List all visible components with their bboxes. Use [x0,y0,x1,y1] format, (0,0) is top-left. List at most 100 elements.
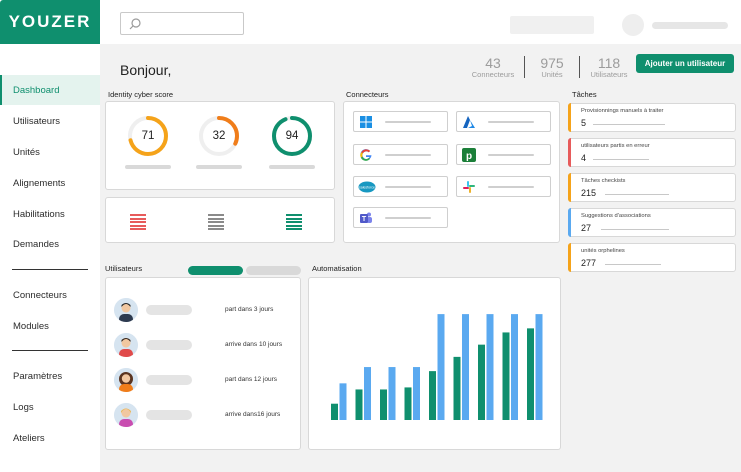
avatar [114,333,138,357]
stat-utilisateurs: 118 Utilisateurs [584,55,634,79]
task-count: 277 [581,258,597,268]
automatisation-title: Automatisation [312,264,362,273]
chart-bar [453,356,461,420]
stat-value: 43 [485,55,501,71]
teams-icon: T [360,212,372,223]
chart-bar [486,314,494,420]
task-accent [568,243,571,272]
stack-gray-icon [208,214,224,230]
sidebar-item-alignements[interactable]: Alignements [0,168,100,198]
task-accent [568,138,571,167]
connector-slack[interactable] [456,176,551,197]
gauge-label-placeholder [196,165,242,169]
task-card[interactable]: utilisateurs partis en erreur 4 [568,138,736,167]
chart-bar [355,389,363,420]
sidebar-item-connecteurs[interactable]: Connecteurs [0,280,100,310]
sidebar-item-dashboard[interactable]: Dashboard [0,75,100,105]
search-icon [129,18,141,30]
svg-text:p: p [466,151,472,162]
logo[interactable]: YOUZER [0,0,100,44]
stat-label: Connecteurs [471,70,515,79]
task-line [605,194,669,195]
sidebar-item-label: Demandes [13,238,59,250]
gauge-value: 71 [141,130,155,142]
add-user-button[interactable]: Ajouter un utilisateur [636,54,734,73]
user-row[interactable]: arrive dans16 jours [114,403,294,431]
task-card[interactable]: unités orphelines 277 [568,243,736,272]
utilisateurs-card [105,277,301,450]
sidebar-item-unites[interactable]: Unités [0,137,100,167]
task-count: 5 [581,118,587,128]
connector-name-placeholder [385,154,431,156]
tab-active[interactable] [188,266,243,275]
user-row[interactable]: part dans 3 jours [114,298,294,326]
stack-line [208,221,224,223]
sidebar-item-demandes[interactable]: Demandes [0,229,100,259]
user-name-placeholder [652,22,728,29]
stack-line [208,214,224,216]
connector-windows[interactable] [353,111,448,132]
user-row[interactable]: part dans 12 jours [114,368,294,396]
chart-bar [404,387,412,420]
stat-value: 975 [540,55,564,71]
search-input[interactable] [120,12,244,35]
task-label: utilisateurs partis en erreur [581,143,650,149]
stack-line [130,217,146,220]
connector-name-placeholder [385,186,431,188]
chart-bar [429,371,436,420]
stack-line [130,214,146,216]
task-count: 4 [581,153,587,163]
connecteurs-card: p salesforce T [343,101,560,243]
task-card[interactable]: Suggestions d'associations 27 [568,208,736,237]
task-count: 215 [581,188,597,198]
user-status: part dans 3 jours [225,306,274,313]
user-row[interactable]: arrive dans 10 jours [114,333,294,361]
sidebar-item-label: Habilitations [13,208,65,220]
stack-line [130,228,146,230]
sidebar-item-modules[interactable]: Modules [0,311,100,341]
gauge-arc [199,116,239,156]
user-status: arrive dans 10 jours [225,341,283,348]
avatar [114,403,138,427]
sidebar-item-logs[interactable]: Logs [0,392,100,422]
task-card[interactable]: Tâches checkists 215 [568,173,736,202]
tab-inactive[interactable] [246,266,301,275]
user-name-placeholder [146,305,192,315]
task-count: 27 [581,223,592,233]
score-details-card [105,197,335,243]
svg-text:salesforce: salesforce [359,186,375,190]
chart-bar [331,403,338,420]
google-icon [360,149,372,161]
sidebar-item-label: Unités [13,146,40,158]
sidebar-item-habilitations[interactable]: Habilitations [0,199,100,229]
connector-google[interactable] [353,144,448,165]
chart-bar [388,367,396,420]
chart-bar [535,314,543,420]
slack-icon [463,181,475,193]
user-status: part dans 12 jours [225,376,278,383]
sidebar-item-ateliers[interactable]: Ateliers [0,423,100,453]
sidebar-item-parametres[interactable]: Paramètres [0,361,100,391]
task-line [593,159,649,160]
task-accent [568,173,571,202]
identity-score-card: 71 32 94 [105,101,335,190]
stack-red-icon [130,214,146,230]
greeting: Bonjour, [120,62,172,78]
user-name-placeholder [146,410,192,420]
chart-bar [502,332,510,420]
stack-green-icon [286,214,302,230]
task-line [593,124,665,125]
connector-salesforce[interactable]: salesforce [353,176,448,197]
connector-pipedrive[interactable]: p [456,144,551,165]
avatar [114,298,138,322]
gauge-label-placeholder [125,165,171,169]
user-avatar[interactable] [622,14,644,36]
stat-label: Unités [541,70,563,79]
chart-bar [511,314,518,420]
task-card[interactable]: Provisionnings manuels à traiter 5 [568,103,736,132]
connector-azure[interactable] [456,111,551,132]
task-label: unités orphelines [581,248,625,254]
task-accent [568,208,571,237]
sidebar-item-utilisateurs[interactable]: Utilisateurs [0,106,100,136]
connector-teams[interactable]: T [353,207,448,228]
